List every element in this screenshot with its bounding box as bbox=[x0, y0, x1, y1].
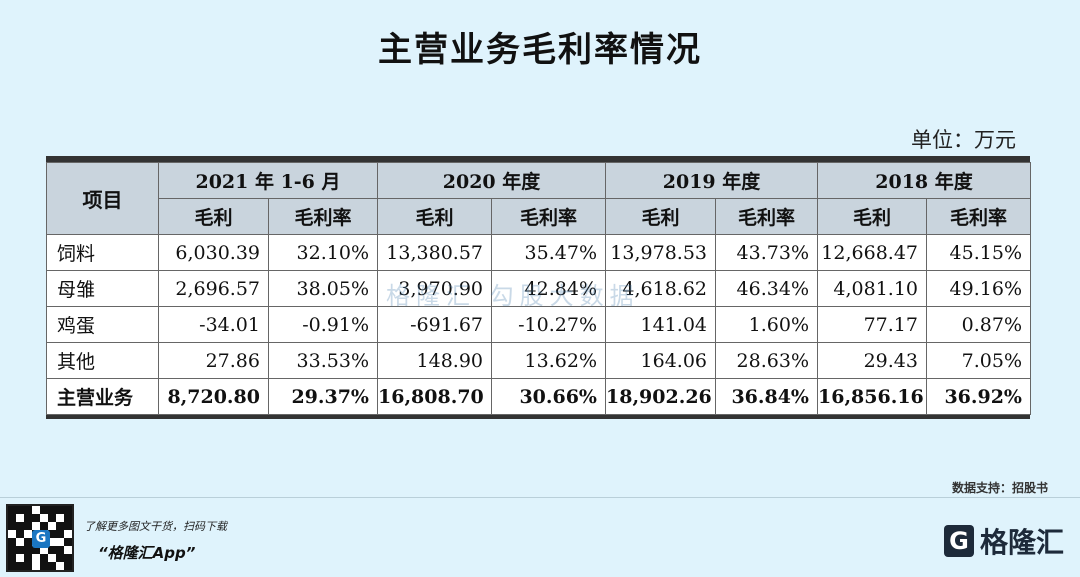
brand-mark-icon: G bbox=[943, 525, 974, 557]
brand-logo: G 格隆汇 bbox=[943, 521, 1064, 561]
table-row: 母雏 2,696.57 38.05% 3,970.90 42.84% 4,618… bbox=[46, 270, 1031, 307]
sub-header: 毛利率 bbox=[715, 198, 818, 235]
table-row: 饲料 6,030.39 32.10% 13,380.57 35.47% 13,9… bbox=[46, 234, 1031, 271]
table-cell: 27.86 bbox=[158, 342, 269, 379]
total-row: 主营业务 8,720.80 29.37% 16,808.70 30.66% 18… bbox=[46, 378, 1031, 415]
table-cell: 141.04 bbox=[605, 306, 716, 343]
table-cell: 148.90 bbox=[377, 342, 492, 379]
table-cell: 77.17 bbox=[817, 306, 927, 343]
table-cell: 43.73% bbox=[715, 234, 818, 271]
table-cell: 36.92% bbox=[926, 378, 1031, 415]
page-title: 主营业务毛利率情况 bbox=[378, 30, 702, 70]
brand-name: 格隆汇 bbox=[979, 526, 1064, 559]
qr-logo-icon: G bbox=[32, 530, 50, 548]
gross-margin-table: 项目 2021 年 1-6 月 2020 年度 2019 年度 2018 年度 … bbox=[46, 156, 1031, 419]
table-cell: 46.34% bbox=[715, 270, 818, 307]
table-cell: -0.91% bbox=[268, 306, 378, 343]
sub-header: 毛利率 bbox=[926, 198, 1031, 235]
row-label: 其他 bbox=[46, 342, 159, 379]
table-row: 其他 27.86 33.53% 148.90 13.62% 164.06 28.… bbox=[46, 342, 1031, 379]
table-cell: 2,696.57 bbox=[158, 270, 269, 307]
table-cell: 42.84% bbox=[491, 270, 606, 307]
table-cell: 6,030.39 bbox=[158, 234, 269, 271]
table-cell: 18,902.26 bbox=[605, 378, 716, 415]
footer-divider bbox=[0, 497, 1080, 498]
table-cell: 8,720.80 bbox=[158, 378, 269, 415]
table-cell: -691.67 bbox=[377, 306, 492, 343]
table-cell: 13,380.57 bbox=[377, 234, 492, 271]
promo-text: 了解更多图文干货，扫码下载 bbox=[84, 520, 227, 533]
table-cell: -34.01 bbox=[158, 306, 269, 343]
table-cell: 1.60% bbox=[715, 306, 818, 343]
row-label: 主营业务 bbox=[46, 378, 159, 415]
table-cell: 28.63% bbox=[715, 342, 818, 379]
table-cell: 4,618.62 bbox=[605, 270, 716, 307]
row-label: 鸡蛋 bbox=[46, 306, 159, 343]
period-header: 2021 年 1-6 月 bbox=[158, 162, 378, 199]
table-cell: -10.27% bbox=[491, 306, 606, 343]
table-cell: 45.15% bbox=[926, 234, 1031, 271]
table-cell: 4,081.10 bbox=[817, 270, 927, 307]
sub-header: 毛利率 bbox=[491, 198, 606, 235]
app-name: “格隆汇App” bbox=[98, 544, 196, 562]
table-cell: 7.05% bbox=[926, 342, 1031, 379]
row-label: 母雏 bbox=[46, 270, 159, 307]
table-cell: 38.05% bbox=[268, 270, 378, 307]
unit-label: 单位：万元 bbox=[911, 128, 1016, 152]
table-cell: 36.84% bbox=[715, 378, 818, 415]
table-cell: 164.06 bbox=[605, 342, 716, 379]
sub-header: 毛利 bbox=[605, 198, 716, 235]
sub-header: 毛利 bbox=[817, 198, 927, 235]
table-cell: 35.47% bbox=[491, 234, 606, 271]
table-cell: 13,978.53 bbox=[605, 234, 716, 271]
qr-code-icon[interactable]: G bbox=[6, 504, 74, 572]
table-cell: 33.53% bbox=[268, 342, 378, 379]
table-cell: 12,668.47 bbox=[817, 234, 927, 271]
sub-header: 毛利率 bbox=[268, 198, 378, 235]
sub-header: 毛利 bbox=[158, 198, 269, 235]
table-cell: 29.37% bbox=[268, 378, 378, 415]
table-cell: 3,970.90 bbox=[377, 270, 492, 307]
table-cell: 0.87% bbox=[926, 306, 1031, 343]
source-note: 数据支持：招股书 bbox=[951, 481, 1048, 495]
table-row: 鸡蛋 -34.01 -0.91% -691.67 -10.27% 141.04 … bbox=[46, 306, 1031, 343]
period-header: 2020 年度 bbox=[377, 162, 606, 199]
item-header: 项目 bbox=[46, 162, 159, 235]
table-cell: 16,856.16 bbox=[817, 378, 927, 415]
table-cell: 16,808.70 bbox=[377, 378, 492, 415]
table-cell: 49.16% bbox=[926, 270, 1031, 307]
table-cell: 30.66% bbox=[491, 378, 606, 415]
period-header: 2019 年度 bbox=[605, 162, 818, 199]
table-cell: 29.43 bbox=[817, 342, 927, 379]
sub-header: 毛利 bbox=[377, 198, 492, 235]
row-label: 饲料 bbox=[46, 234, 159, 271]
table-cell: 13.62% bbox=[491, 342, 606, 379]
period-header: 2018 年度 bbox=[817, 162, 1031, 199]
table-cell: 32.10% bbox=[268, 234, 378, 271]
